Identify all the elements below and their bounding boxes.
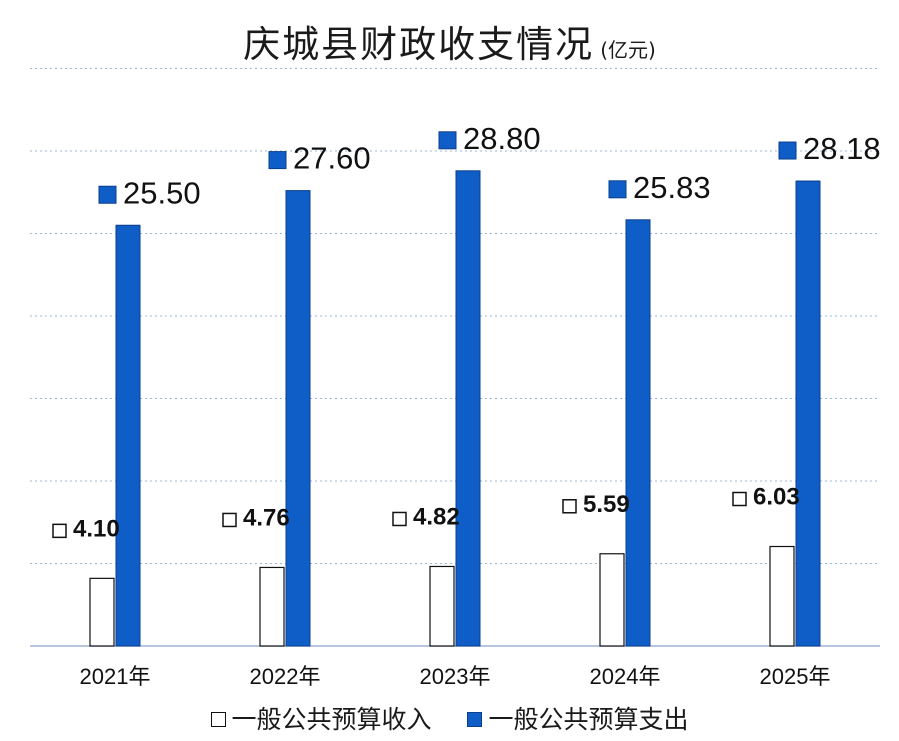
bar-chart: 4.10 25.50 2021年 4.76 27.60 2022年 4.82 28.80 202… <box>30 68 881 689</box>
legend-swatch-income <box>210 712 226 727</box>
data-label-marker-expense <box>268 151 287 170</box>
data-label-income: 4.82 <box>413 503 460 530</box>
legend-label-income: 一般公共预算收入 <box>231 705 432 734</box>
x-tick-label: 2025年 <box>760 664 831 689</box>
bar-expense <box>625 219 651 647</box>
bar-income <box>769 545 795 647</box>
legend-item-income: 一般公共预算收入 <box>210 700 432 736</box>
data-label-marker-income <box>222 512 237 528</box>
data-label-expense: 28.18 <box>803 131 881 166</box>
data-label-income: 4.76 <box>243 504 290 531</box>
legend-item-expense: 一般公共预算支出 <box>467 700 688 736</box>
data-label-marker-expense <box>98 185 117 204</box>
data-label-marker-income <box>52 523 67 539</box>
legend: 一般公共预算收入 一般公共预算支出 <box>0 700 899 736</box>
data-label-income: 6.03 <box>753 484 800 511</box>
bar-expense <box>115 224 141 647</box>
data-label-marker-expense <box>438 131 457 150</box>
legend-label-expense: 一般公共预算支出 <box>488 705 689 734</box>
bar-income <box>259 566 285 647</box>
x-tick-label: 2024年 <box>590 664 661 689</box>
data-label-marker-income <box>392 511 407 527</box>
data-label-income: 4.10 <box>73 515 120 542</box>
data-label-expense: 28.80 <box>463 121 541 156</box>
bar-expense <box>795 180 821 647</box>
bar-income <box>599 553 625 647</box>
x-tick-label: 2022年 <box>250 664 321 689</box>
chart-unit: (亿元) <box>600 38 656 62</box>
data-label-income: 5.59 <box>583 491 630 518</box>
data-label-marker-expense <box>608 180 627 199</box>
data-label-expense: 27.60 <box>293 141 371 176</box>
data-label-marker-income <box>562 499 577 514</box>
chart-title: 庆城县财政收支情况 <box>243 23 595 66</box>
data-label-marker-expense <box>778 141 797 160</box>
data-label-expense: 25.83 <box>633 170 711 205</box>
bar-expense <box>455 170 481 647</box>
chart-title-block: 庆城县财政收支情况 (亿元) <box>0 14 899 68</box>
x-tick-label: 2023年 <box>420 664 491 689</box>
bar-expense <box>285 190 311 647</box>
bar-income <box>429 565 455 647</box>
data-label-marker-income <box>732 491 747 507</box>
legend-swatch-expense <box>467 712 483 727</box>
bar-income <box>89 577 115 647</box>
x-tick-label: 2021年 <box>80 664 151 689</box>
data-label-expense: 25.50 <box>123 175 201 210</box>
